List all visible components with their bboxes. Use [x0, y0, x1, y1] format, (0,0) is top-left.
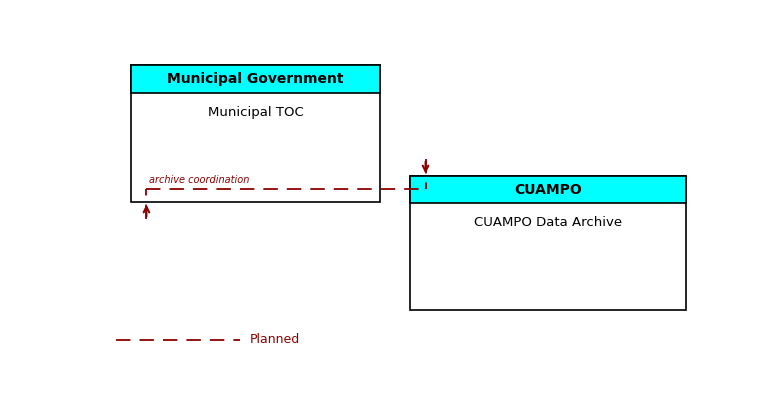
- Text: Municipal TOC: Municipal TOC: [207, 106, 304, 119]
- Text: archive coordination: archive coordination: [150, 175, 250, 185]
- Text: Planned: Planned: [250, 333, 300, 346]
- Text: CUAMPO: CUAMPO: [514, 183, 583, 197]
- Bar: [132, 65, 380, 93]
- Text: CUAMPO Data Archive: CUAMPO Data Archive: [474, 215, 622, 229]
- Bar: [410, 176, 687, 309]
- Bar: [132, 66, 380, 202]
- Text: Municipal Government: Municipal Government: [168, 72, 344, 86]
- Bar: [410, 176, 687, 203]
